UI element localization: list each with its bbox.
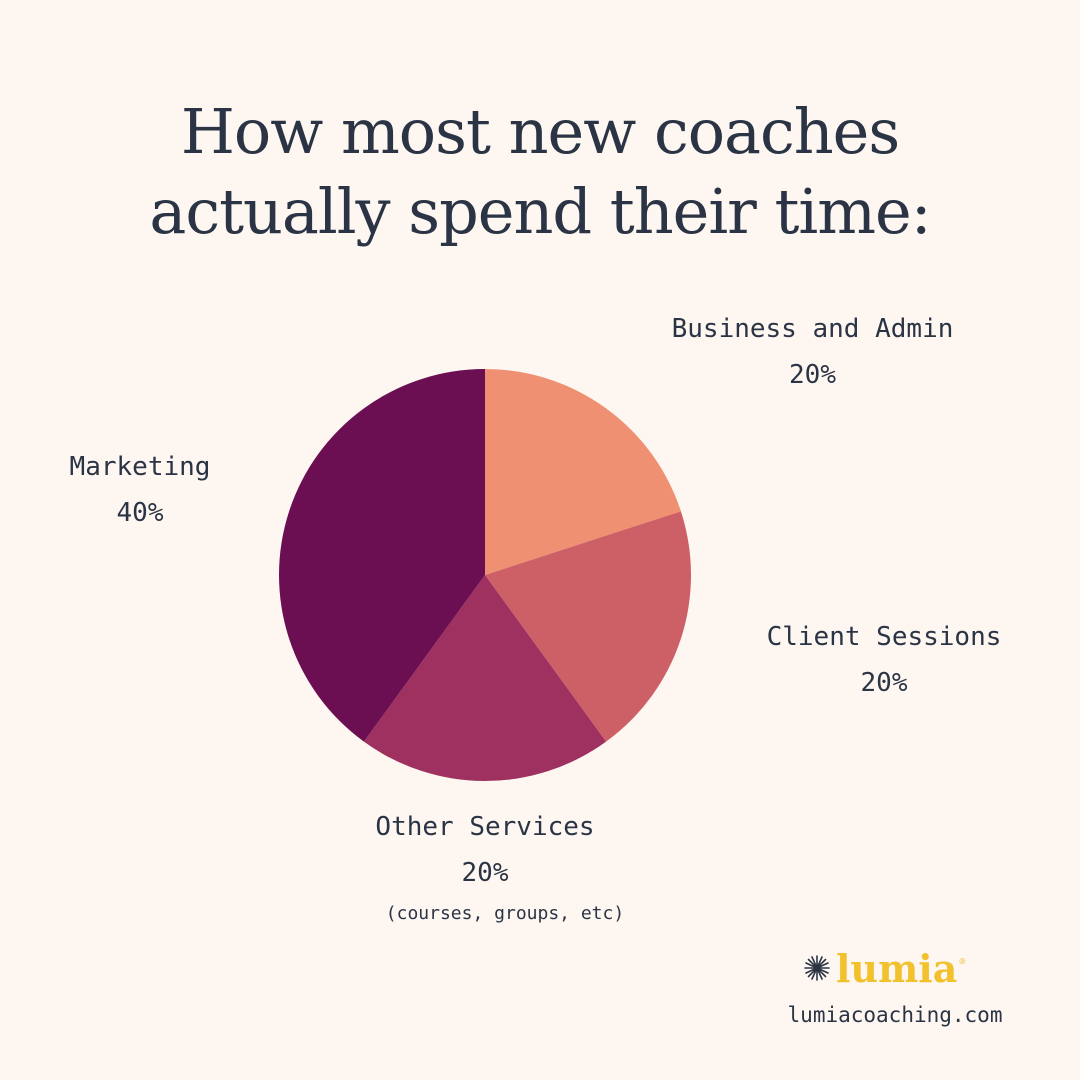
brand-logo: lumia ® <box>804 943 966 993</box>
pie-slice-client-sessions <box>485 511 691 742</box>
slice-label-percent: 20% <box>461 858 509 888</box>
slice-label-name: Other Services <box>375 812 595 842</box>
pie-slice-marketing <box>279 369 485 742</box>
slice-label-other-services: Other Services 20% (courses, groups, etc… <box>330 804 640 932</box>
chart-title-line-2: actually spend their time: <box>149 175 931 248</box>
slice-label-name: Business and Admin <box>671 314 954 344</box>
website-url: lumiacoaching.com <box>787 1003 1003 1027</box>
slice-label-note: (courses, groups, etc) <box>385 903 625 924</box>
slice-label-percent: 20% <box>789 360 836 390</box>
brand-trademark: ® <box>958 957 967 966</box>
slice-label-percent: 40% <box>116 498 164 528</box>
pie-slice-business-and-admin <box>485 369 681 575</box>
slice-label-name: Marketing <box>69 452 211 482</box>
slice-label-client-sessions: Client Sessions 20% <box>740 614 1028 706</box>
chart-title-line-1: How most new coaches <box>180 95 900 168</box>
slice-label-marketing: Marketing 40% <box>50 444 230 536</box>
brand-name: lumia <box>836 945 958 991</box>
slice-label-percent: 20% <box>860 668 908 698</box>
pie-slice-other-services <box>363 575 607 781</box>
chart-title: How most new coaches actually spend thei… <box>0 92 1080 252</box>
slice-label-business-admin: Business and Admin 20% <box>640 306 985 398</box>
slice-label-name: Client Sessions <box>766 622 1002 652</box>
starburst-icon <box>804 955 830 981</box>
